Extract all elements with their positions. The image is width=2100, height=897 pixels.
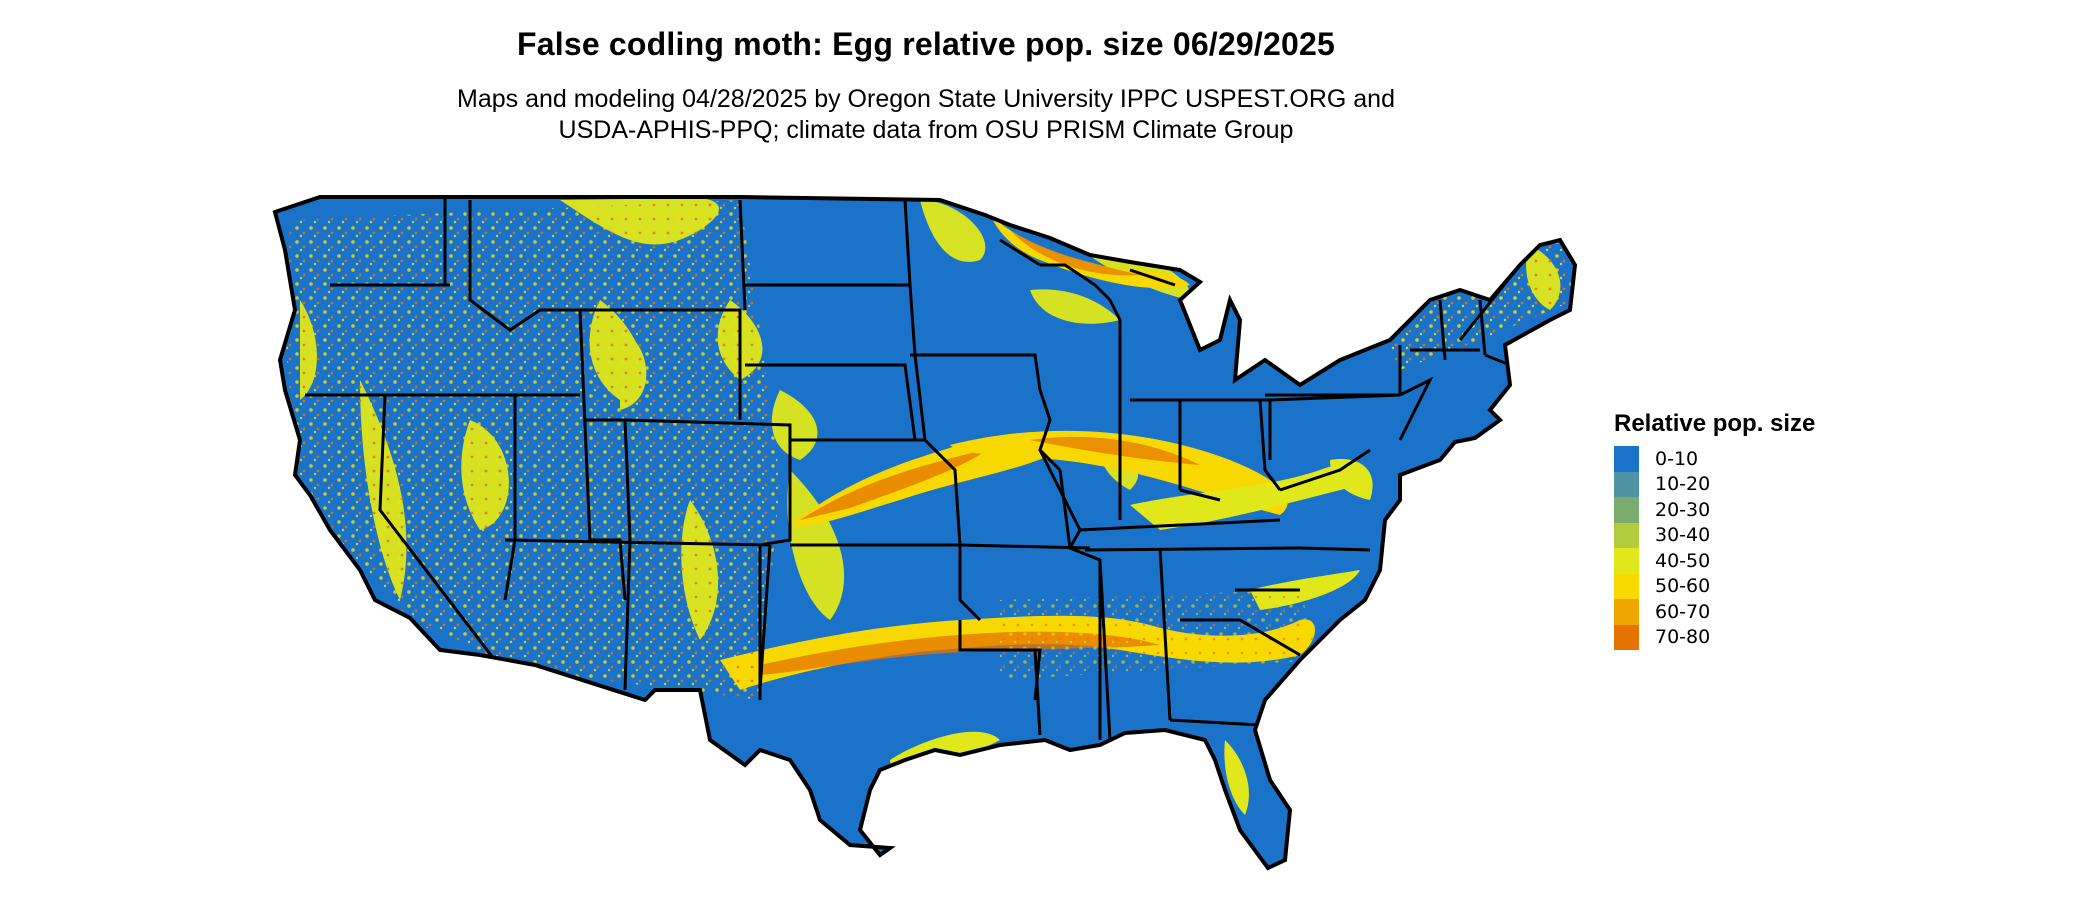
legend-label: 70-80 (1655, 626, 1711, 649)
legend-swatch (1614, 471, 1639, 497)
state-boundaries (305, 197, 1522, 741)
legend-item: 10-20 (1614, 471, 1815, 497)
legend-swatch (1614, 573, 1639, 599)
legend-swatch (1614, 624, 1639, 650)
risk-zones (285, 198, 1575, 815)
legend-items: 0-10 10-20 20-30 30-40 40-50 50-60 60-70 70-80 (1614, 446, 1815, 650)
legend-swatch (1614, 522, 1639, 548)
legend-swatch (1614, 599, 1639, 625)
legend-title: Relative pop. size (1614, 410, 1816, 437)
legend: Relative pop. size 0-10 10-20 20-30 30-40 40… (1614, 410, 1815, 650)
legend-label: 60-70 (1655, 600, 1711, 623)
legend-label: 20-30 (1655, 498, 1711, 521)
subtitle-line-1: Maps and modeling 04/28/2025 by Oregon S… (457, 85, 1395, 113)
legend-item: 70-80 (1614, 624, 1815, 650)
legend-label: 10-20 (1655, 473, 1711, 496)
legend-label: 0-10 (1655, 447, 1699, 470)
legend-swatch (1614, 548, 1639, 574)
legend-item: 60-70 (1614, 599, 1815, 625)
legend-label: 50-60 (1655, 575, 1711, 598)
legend-swatch (1614, 497, 1639, 523)
legend-swatch (1614, 446, 1639, 472)
legend-label: 40-50 (1655, 549, 1711, 572)
legend-item: 40-50 (1614, 548, 1815, 574)
legend-label: 30-40 (1655, 524, 1711, 547)
legend-item: 20-30 (1614, 497, 1815, 523)
legend-item: 30-40 (1614, 522, 1815, 548)
map-title: False codling moth: Egg relative pop. si… (517, 26, 1335, 62)
legend-item: 0-10 (1614, 446, 1815, 472)
subtitle-line-2: USDA-APHIS-PPQ; climate data from OSU PR… (558, 116, 1294, 144)
map-subtitle: Maps and modeling 04/28/2025 by Oregon S… (0, 84, 1852, 146)
legend-item: 50-60 (1614, 573, 1815, 599)
